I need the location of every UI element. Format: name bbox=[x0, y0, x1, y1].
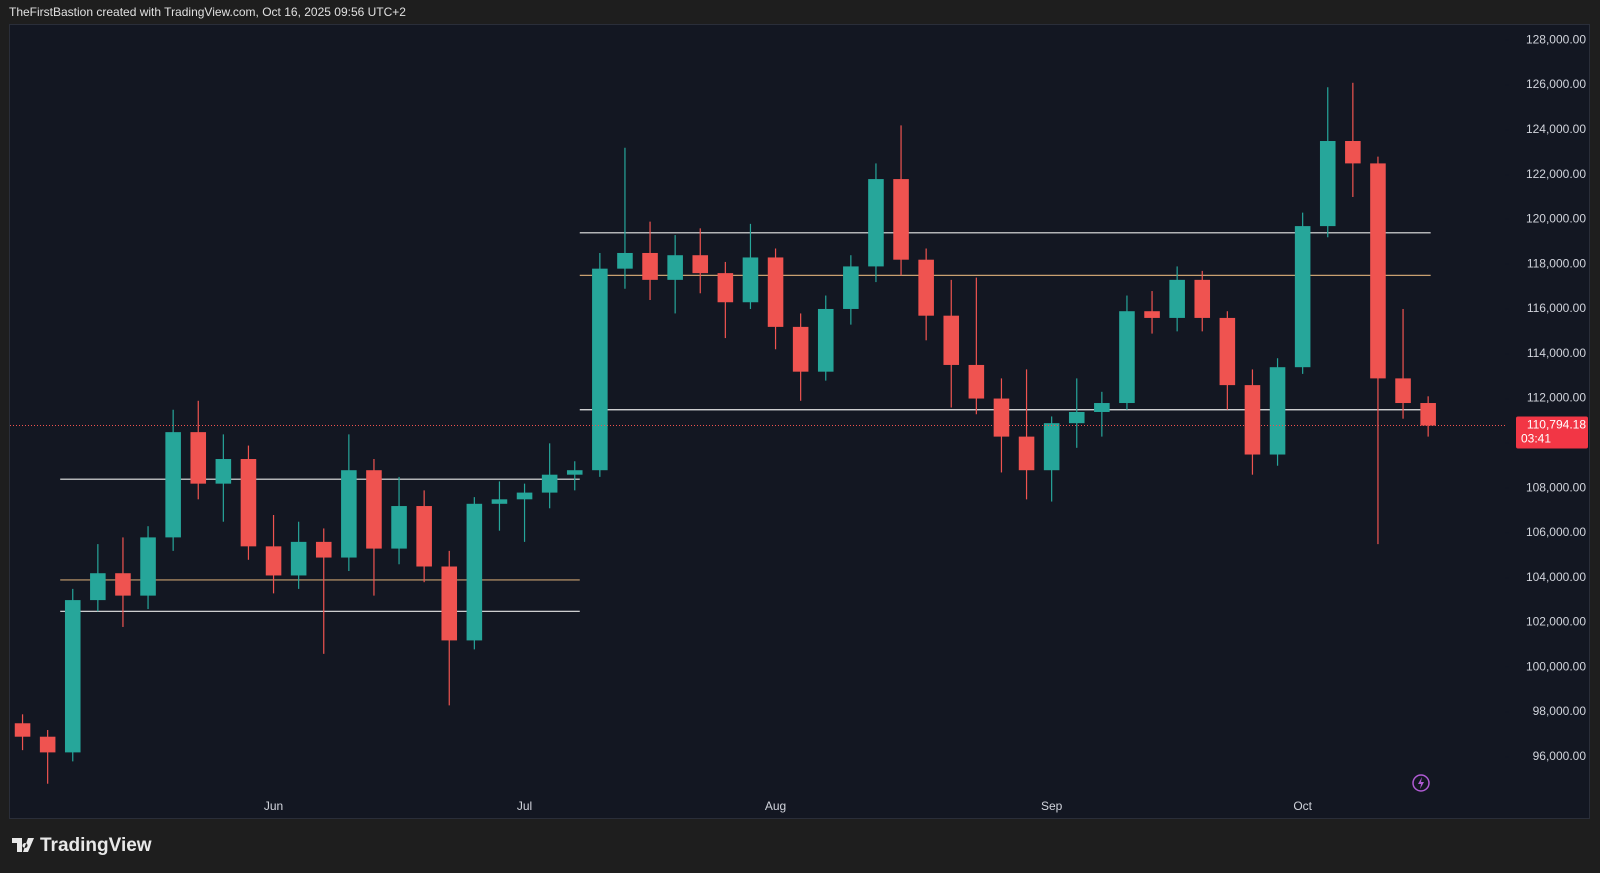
candle-body bbox=[1068, 411, 1085, 424]
candle-body bbox=[190, 432, 207, 484]
candle-body bbox=[692, 255, 709, 274]
candle-body bbox=[516, 492, 533, 500]
candle-body bbox=[617, 252, 633, 269]
candle-body bbox=[642, 252, 658, 280]
candle-body bbox=[441, 566, 458, 641]
candle-body bbox=[893, 179, 909, 260]
candle-body bbox=[1219, 317, 1236, 386]
logo: TradingView bbox=[12, 835, 152, 856]
candle-body bbox=[1194, 279, 1211, 318]
x-tick-label: Sep bbox=[1041, 799, 1063, 813]
candle-body bbox=[1395, 378, 1411, 404]
candle-body bbox=[1370, 163, 1386, 379]
candle-body bbox=[1144, 311, 1160, 318]
y-tick-label: 106,000.00 bbox=[1526, 525, 1586, 539]
candle-body bbox=[165, 432, 181, 538]
candle-body bbox=[64, 600, 81, 753]
countdown: 03:41 bbox=[1521, 432, 1551, 446]
header-credit: TheFirstBastion created with TradingView… bbox=[9, 5, 406, 19]
candle-body bbox=[1420, 403, 1436, 426]
candle-body bbox=[90, 573, 106, 601]
y-tick-label: 102,000.00 bbox=[1526, 615, 1586, 629]
candle-body bbox=[1169, 279, 1185, 318]
candle-body bbox=[817, 308, 834, 372]
candle-body bbox=[466, 503, 483, 641]
candle-body bbox=[968, 364, 985, 399]
candle-body bbox=[767, 257, 784, 327]
candle-body bbox=[1119, 311, 1135, 404]
candle-body bbox=[1244, 385, 1261, 455]
candle-body bbox=[1345, 141, 1361, 164]
candle-body bbox=[315, 541, 332, 558]
alert-icon bbox=[1412, 774, 1430, 792]
y-tick-label: 104,000.00 bbox=[1526, 570, 1586, 584]
y-tick-label: 108,000.00 bbox=[1526, 480, 1586, 494]
candle-body bbox=[1043, 423, 1060, 471]
candle-body bbox=[366, 470, 382, 549]
logo-icon bbox=[12, 838, 34, 852]
candle-body bbox=[566, 470, 583, 475]
candle-body bbox=[943, 315, 960, 365]
candle-body bbox=[140, 537, 156, 596]
logo-text: TradingView bbox=[40, 835, 152, 856]
candle-body bbox=[1319, 141, 1336, 227]
candle-body bbox=[215, 459, 232, 484]
candle-body bbox=[341, 470, 357, 558]
candle-body bbox=[742, 257, 759, 303]
last-price-tag bbox=[1516, 416, 1588, 449]
candle-body bbox=[1018, 436, 1035, 471]
candle-body bbox=[240, 459, 257, 547]
candle-body bbox=[416, 506, 432, 567]
candle-body bbox=[491, 499, 508, 504]
candle-body bbox=[541, 474, 558, 493]
y-tick-label: 126,000.00 bbox=[1526, 77, 1586, 91]
y-tick-label: 98,000.00 bbox=[1533, 704, 1587, 718]
candle-body bbox=[14, 723, 31, 737]
candle-body bbox=[868, 179, 884, 267]
candle-body bbox=[667, 255, 683, 280]
y-tick-label: 100,000.00 bbox=[1526, 659, 1586, 673]
y-tick-label: 114,000.00 bbox=[1527, 346, 1586, 360]
candle-body bbox=[792, 326, 809, 372]
candle-body bbox=[1094, 403, 1110, 412]
y-tick-label: 96,000.00 bbox=[1533, 749, 1587, 763]
y-tick-label: 116,000.00 bbox=[1527, 301, 1586, 315]
candle-body bbox=[1294, 226, 1311, 368]
candle-body bbox=[993, 398, 1010, 437]
candle-body bbox=[918, 259, 934, 316]
alert-circle bbox=[1412, 774, 1430, 792]
candle-body bbox=[592, 268, 608, 471]
candle-body bbox=[717, 273, 734, 303]
candle-body bbox=[843, 266, 859, 309]
x-tick-label: Jul bbox=[517, 799, 532, 813]
y-tick-label: 112,000.00 bbox=[1527, 391, 1586, 405]
last-price-label: 110,794.18 bbox=[1527, 418, 1586, 432]
x-tick-label: Aug bbox=[765, 799, 786, 813]
plot: 96,000.00 98,000.00 100,000.00 102,000.00 10… bbox=[10, 32, 1588, 813]
y-tick-label: 118,000.00 bbox=[1527, 256, 1586, 270]
x-tick-label: Jun bbox=[264, 799, 283, 813]
alert-bolt bbox=[1418, 777, 1424, 789]
y-tick-label: 124,000.00 bbox=[1526, 122, 1586, 136]
candle-body bbox=[115, 573, 131, 596]
y-tick-label: 120,000.00 bbox=[1526, 212, 1586, 226]
y-tick-label: 122,000.00 bbox=[1526, 167, 1586, 181]
candle-body bbox=[265, 546, 282, 576]
candle-body bbox=[39, 736, 56, 753]
candle-body bbox=[290, 541, 307, 576]
y-tick-label: 128,000.00 bbox=[1526, 32, 1586, 46]
candle-body bbox=[391, 506, 407, 549]
candle-body bbox=[1269, 367, 1286, 455]
x-tick-label: Oct bbox=[1293, 799, 1312, 813]
